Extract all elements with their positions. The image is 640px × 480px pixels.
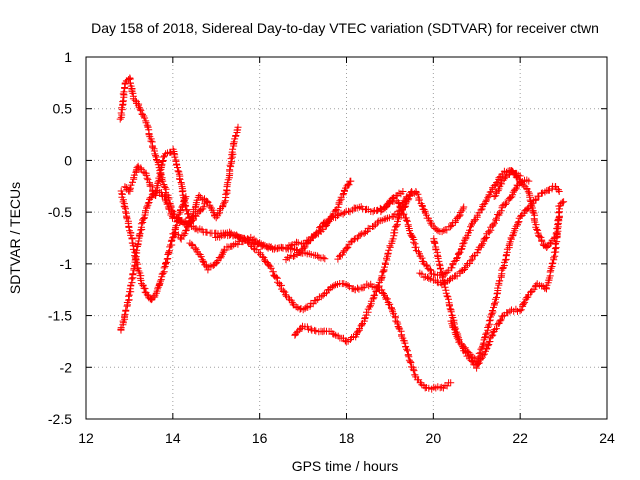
- x-tick-label: 18: [339, 430, 355, 446]
- series-markers: [282, 188, 407, 264]
- y-tick-label: 0: [64, 152, 72, 168]
- series-markers: [117, 187, 194, 334]
- series-track-6: [186, 177, 355, 274]
- series-track-12: [377, 167, 524, 279]
- series-markers: [351, 280, 455, 393]
- x-axis-label: GPS time / hours: [292, 458, 399, 474]
- series-markers: [212, 228, 359, 314]
- grid-lines: [86, 57, 607, 419]
- series-track-9: [282, 188, 407, 264]
- x-tick-label: 20: [426, 430, 442, 446]
- series-markers: [377, 167, 524, 279]
- y-axis-label: SDTVAR / TECUs: [7, 182, 23, 294]
- y-tick-label: -2.5: [48, 411, 72, 427]
- x-tick-label: 12: [78, 430, 94, 446]
- series-track-16: [490, 167, 568, 251]
- series-track-15: [447, 182, 563, 366]
- x-tick-label: 16: [252, 430, 268, 446]
- series-track-5: [121, 145, 212, 227]
- series-markers: [169, 123, 242, 243]
- series-track-10: [334, 188, 468, 263]
- y-tick-label: 1: [64, 49, 72, 65]
- series-markers: [490, 167, 568, 251]
- y-tick-label: 0.5: [53, 101, 73, 117]
- series-markers: [334, 188, 468, 263]
- series-track-4: [169, 123, 242, 243]
- series-markers: [416, 176, 533, 289]
- y-tick-label: -0.5: [48, 204, 72, 220]
- y-tick-label: -1: [60, 256, 73, 272]
- chart-title: Day 158 of 2018, Sidereal Day-to-day VTE…: [91, 20, 599, 36]
- series-markers: [116, 74, 329, 263]
- series-markers: [447, 182, 563, 366]
- series-markers: [186, 177, 355, 274]
- y-tick-label: -2: [60, 359, 73, 375]
- series-track-3: [117, 187, 194, 334]
- x-tick-label: 14: [165, 430, 181, 446]
- series-track-13: [416, 176, 533, 289]
- series-track-7: [212, 228, 359, 314]
- x-tick-label: 22: [512, 430, 528, 446]
- data-series: [116, 74, 568, 393]
- series-track-11: [351, 280, 455, 393]
- series-track-1: [116, 74, 329, 263]
- axis-ticks: 12 14 16 18 20 22 24 -2.5 -2 -1.5 -1 -0.5 0 0.5 1: [48, 49, 615, 446]
- series-markers: [121, 145, 212, 227]
- y-tick-label: -1.5: [48, 308, 72, 324]
- x-tick-label: 24: [599, 430, 615, 446]
